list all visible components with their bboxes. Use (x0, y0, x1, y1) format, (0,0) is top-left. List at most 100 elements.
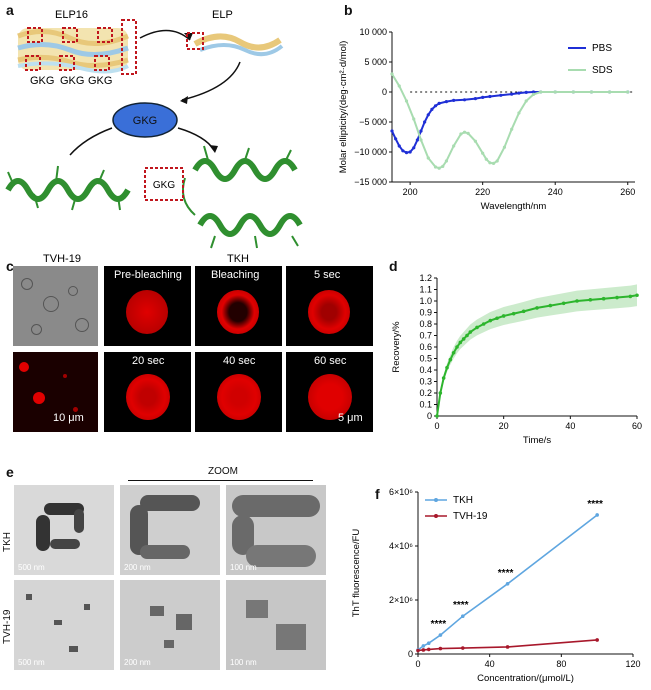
y-axis-label: Recovery/% (391, 321, 402, 373)
data-point-pbs (412, 146, 416, 150)
data-point-recovery (435, 414, 439, 418)
panel-a: a ELP16 GKG GKG GKG EL (0, 0, 330, 325)
data-point-sds (473, 139, 478, 143)
data-point-recovery (561, 301, 566, 306)
data-point-tvh-19 (421, 648, 426, 652)
data-point-recovery (535, 306, 539, 310)
data-point-recovery (475, 325, 479, 330)
data-point-tkh (595, 513, 599, 517)
arrow-to-gkg (181, 61, 241, 101)
data-point-recovery (575, 299, 579, 303)
data-point-sds (517, 111, 521, 115)
elp-highlight-box (186, 32, 204, 50)
data-point-pbs (452, 98, 456, 102)
x-axis-label: Concentration/(μmol/L) (477, 673, 574, 684)
data-point-pbs (524, 90, 528, 94)
tem-scale-5: 200 nm (124, 658, 151, 667)
y-tick-label: 0.1 (419, 400, 432, 410)
data-point-sds (390, 72, 394, 76)
data-point-pbs (517, 91, 521, 95)
chart-f: 0 40 80 120 0 2×10⁶ 4×10⁶ 6×10⁶ Concentration/(μ… (351, 487, 641, 684)
micrograph-brightfield (13, 266, 98, 346)
panel-label-d: d (389, 258, 398, 274)
data-point-sds (488, 161, 492, 165)
y-tick-label: 0.2 (419, 388, 432, 398)
x-axis-label: Time/s (523, 435, 551, 446)
chart-b: 200 220 240 260 10 000 5 000 0 −5 000 −10 000 −15… (338, 27, 635, 212)
data-point-recovery (481, 322, 486, 326)
motif-2: GKG (60, 75, 84, 87)
data-point-sds (441, 164, 445, 168)
data-point-tvh-19 (416, 648, 420, 653)
data-point-sds (433, 165, 438, 169)
zoom-bar (128, 480, 313, 481)
tem-tkh-500: 500 nm (14, 485, 114, 575)
legend-label-tkh: TKH (453, 495, 473, 506)
y-tick-label: −15 000 (354, 177, 387, 187)
tem-tvh19-100: 100 nm (226, 580, 326, 670)
y-tick-label: 0.9 (419, 308, 432, 318)
data-point-tvh-19 (595, 638, 599, 642)
panel-b: b 200 220 240 260 10 000 5 000 0 −5 000 −10 000 −… (330, 0, 651, 225)
data-point-pbs (488, 94, 492, 99)
panel-label-f: f (375, 486, 380, 502)
data-point-sds (626, 90, 630, 94)
data-point-recovery (441, 376, 446, 380)
data-point-recovery (488, 318, 493, 323)
x-tick-label: 200 (403, 187, 418, 197)
legend-label-pbs: PBS (592, 43, 612, 54)
data-point-pbs (394, 137, 398, 141)
frap-frame-4: 20 sec (104, 352, 191, 432)
tkh-label: TKH (227, 253, 249, 265)
data-point-tvh-19 (438, 646, 443, 651)
x-axis-label: Wavelength/nm (481, 201, 547, 212)
data-point-sds (495, 159, 499, 163)
data-point-sds (466, 131, 470, 135)
frap-frame-6: 60 sec 5 μm (286, 352, 373, 432)
frame-title-4: 20 sec (132, 355, 165, 367)
panel-label-c: c (6, 258, 14, 274)
panel-e: e ZOOM TKH TVH-19 500 nm 200 nm 100 nm 5… (0, 462, 340, 685)
data-point-sds (404, 99, 409, 103)
y-axis-label: Molar ellipticity/(deg·cm²·d/mol) (338, 41, 349, 174)
panel-c: c Pre-bleaching Bleaching 5 sec 10 μm 20… (0, 258, 380, 458)
panel-label-b: b (344, 2, 353, 18)
data-point-sds (462, 130, 467, 134)
row-label-tvh19: TVH-19 (2, 609, 13, 644)
data-point-recovery (451, 350, 456, 355)
frame-title-1: Pre-bleaching (114, 269, 182, 281)
panel-f: f 0 40 80 120 0 2×10⁶ 4×10⁶ 6×10⁶ Concentration/… (345, 462, 651, 685)
x-tick-label: 0 (434, 421, 439, 431)
motif-row: GKG GKG GKG (30, 75, 112, 87)
data-point-sds (419, 138, 423, 142)
tem-scale-3: 100 nm (230, 563, 257, 572)
data-point-sds (531, 92, 536, 96)
x-tick-label: 40 (485, 659, 495, 669)
tvh19-label: TVH-19 (43, 253, 81, 265)
y-tick-label: 0 (382, 87, 387, 97)
data-point-pbs (430, 107, 434, 111)
data-point-pbs (397, 144, 401, 148)
series-line-pbs (391, 91, 628, 154)
elp16-highlight-boxes (25, 19, 137, 75)
x-tick-label: 60 (632, 421, 642, 431)
panel-a-schematic: ELP16 GKG GKG GKG ELP (5, 9, 303, 265)
data-point-sds (481, 151, 485, 155)
significance-marker: **** (587, 499, 603, 510)
micrograph-fluorescence: 10 μm (13, 352, 98, 432)
data-point-pbs (404, 151, 409, 155)
data-point-recovery (615, 295, 619, 300)
scale-right: 5 μm (338, 412, 363, 424)
tkh-helix (182, 145, 303, 249)
data-point-recovery (455, 345, 459, 349)
x-tick-label: 80 (556, 659, 566, 669)
y-tick-label: 0 (427, 411, 432, 421)
frame-title-2: Bleaching (211, 269, 260, 281)
data-point-recovery (458, 340, 463, 345)
frame-title-5: 40 sec (223, 355, 256, 367)
chart-d: 0 20 40 6000.10.20.30.40.50.60.70.80.91.01.… (391, 273, 642, 446)
legend-marker-tkh (434, 498, 438, 502)
data-point-pbs (510, 92, 514, 96)
frap-frame-5: 40 sec (195, 352, 282, 432)
x-tick-label: 220 (475, 187, 490, 197)
